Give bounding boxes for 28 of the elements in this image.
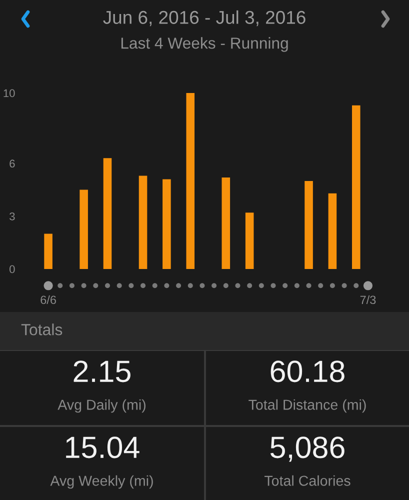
text: Avg Daily (mi) [58,399,146,413]
bar [80,190,88,269]
bar [352,105,360,269]
text: 5,086 [270,436,344,462]
x-tick-label: 7/3 [360,295,376,304]
bar [222,177,230,269]
x-tick-label: 6/6 [40,295,56,304]
chart-subtitle: Last 4 Weeks - Running [121,37,288,52]
text: Total Distance (mi) [248,399,366,413]
text: Total Calories [264,475,350,486]
bar [44,234,52,269]
bar [138,176,148,269]
bar [103,158,112,269]
bar [328,193,337,269]
text: 15.04 [66,436,140,458]
text: Avg Weekly (mi) [50,475,153,489]
text: 2.15 [74,360,130,382]
text: 60.18 [270,360,344,382]
bar [162,179,171,269]
y-tick-label: 10 [4,89,15,98]
text: Totals [21,324,62,336]
chart-title: Jun 6, 2016 - Jul 3, 2016 [103,10,306,26]
bar [245,212,254,269]
y-tick-label: 0 [10,265,15,274]
y-tick-label: 6 [10,160,15,168]
bar [186,93,195,269]
bar [304,181,313,269]
y-tick-label: 3 [10,212,15,220]
